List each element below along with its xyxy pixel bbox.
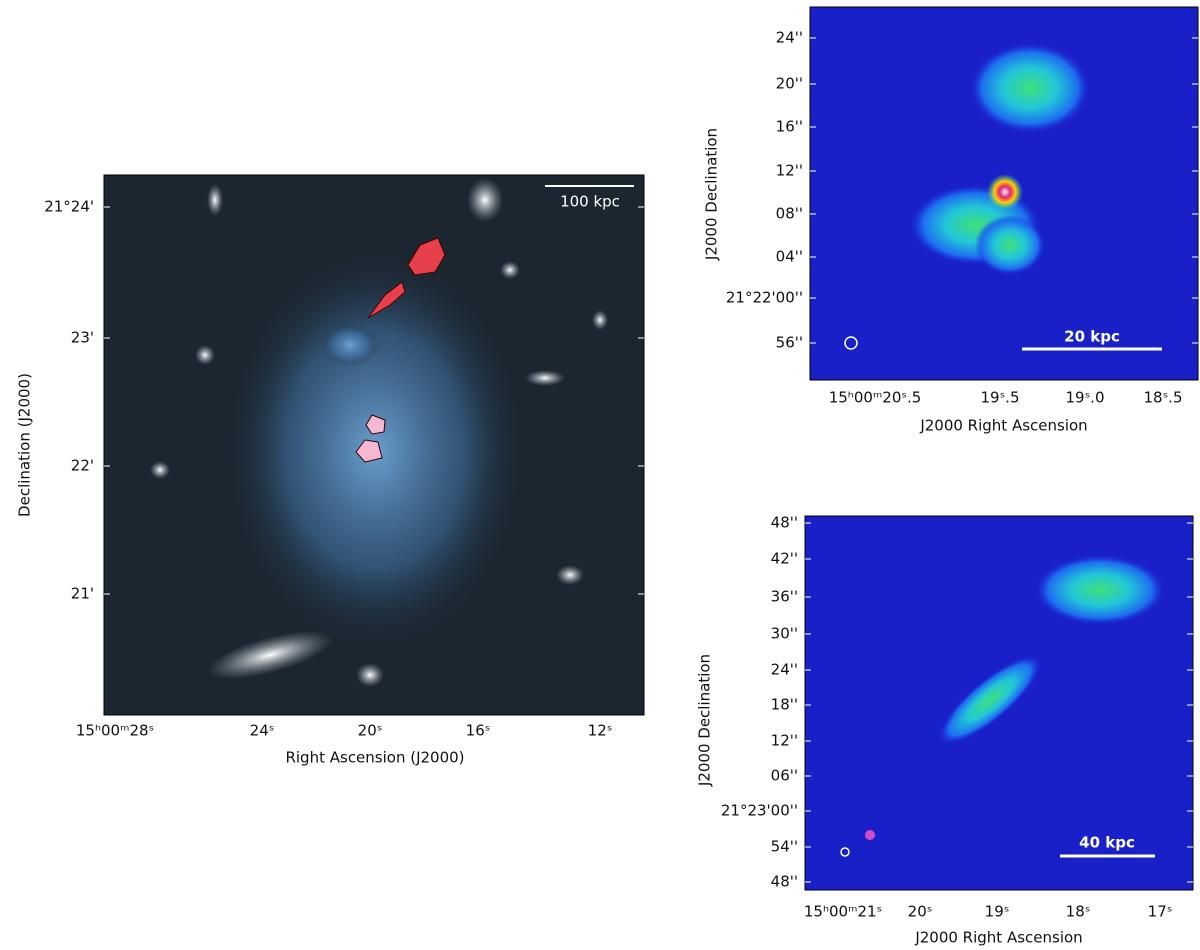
x-tick-label: 15ʰ00ᵐ20ˢ.5 (829, 389, 922, 407)
x-tick-label: 18ˢ (1066, 903, 1091, 921)
y-tick-label: 18'' (771, 696, 798, 714)
y-axis-label: J2000 Declination (696, 654, 714, 787)
y-tick-label: 12'' (771, 732, 798, 750)
x-tick-label: 17ˢ (1148, 903, 1173, 921)
y-axis-label: J2000 Declination (703, 128, 721, 261)
y-tick-label: 54'' (771, 838, 798, 856)
y-tick-label: 24'' (776, 29, 803, 47)
x-tick-label: 12ˢ (588, 722, 613, 740)
y-tick-label: 21' (71, 585, 94, 603)
x-tick-label: 19ˢ.5 (981, 389, 1020, 407)
x-axis-label: Right Ascension (J2000) (285, 749, 464, 767)
y-tick-label: 36'' (771, 588, 798, 606)
y-tick-label: 21°23'00'' (721, 802, 798, 820)
y-tick-label: 08'' (776, 205, 803, 223)
y-tick-label: 12'' (776, 162, 803, 180)
y-tick-label: 42'' (771, 550, 798, 568)
x-tick-label: 15ʰ00ᵐ28ˢ (76, 722, 154, 740)
y-tick-label: 30'' (771, 625, 798, 643)
x-tick-label: 20ˢ (358, 722, 383, 740)
scale-bar-label: 40 kpc (1079, 834, 1135, 852)
x-tick-label: 24ˢ (250, 722, 275, 740)
y-tick-label: 16'' (776, 118, 803, 136)
y-tick-label: 56'' (776, 334, 803, 352)
y-tick-label: 20'' (776, 75, 803, 93)
radio-image-top (809, 6, 1199, 381)
y-axis-label: Declination (J2000) (16, 373, 34, 517)
y-tick-label: 21°22'00'' (726, 289, 803, 307)
x-tick-label: 18ˢ.5 (1144, 389, 1183, 407)
y-tick-label: 21°24' (44, 198, 94, 216)
x-tick-label: 16ˢ (466, 722, 491, 740)
scale-bar-label: 20 kpc (1064, 328, 1120, 346)
y-tick-label: 48'' (771, 873, 798, 891)
optical-image (103, 174, 645, 716)
x-axis-label: J2000 Right Ascension (919, 417, 1087, 435)
y-tick-label: 23' (71, 329, 94, 347)
y-tick-label: 48'' (771, 514, 798, 532)
radio-image-bottom (804, 515, 1194, 891)
y-tick-label: 24'' (771, 661, 798, 679)
x-tick-label: 15ʰ00ᵐ21ˢ (804, 903, 882, 921)
x-tick-label: 19ˢ.0 (1066, 389, 1105, 407)
y-tick-label: 06'' (771, 767, 798, 785)
y-tick-label: 04'' (776, 248, 803, 266)
y-tick-label: 22' (71, 457, 94, 475)
x-axis-label: J2000 Right Ascension (914, 929, 1082, 947)
x-tick-label: 20ˢ (908, 903, 933, 921)
scale-bar-label: 100 kpc (560, 193, 620, 211)
x-tick-label: 19ˢ (985, 903, 1010, 921)
